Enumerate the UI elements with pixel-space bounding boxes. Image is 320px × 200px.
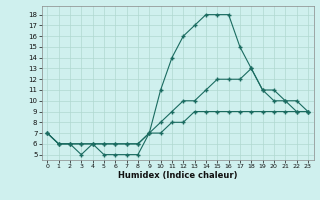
X-axis label: Humidex (Indice chaleur): Humidex (Indice chaleur) (118, 171, 237, 180)
